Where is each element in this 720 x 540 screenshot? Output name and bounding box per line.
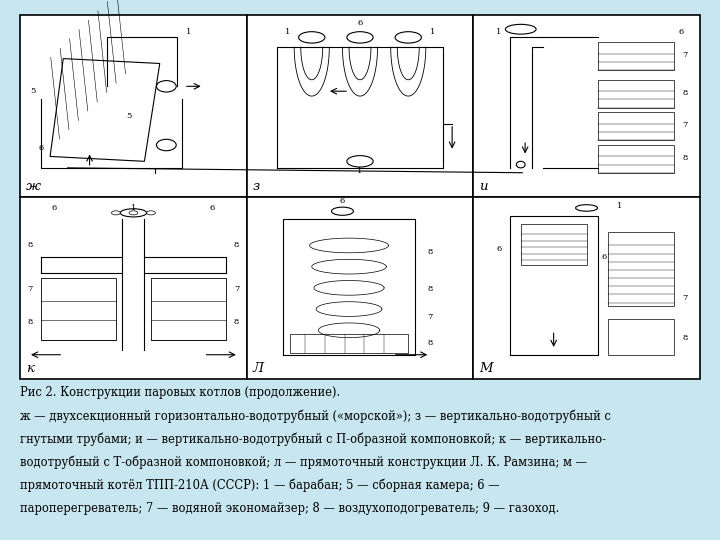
Text: з: з: [253, 180, 260, 193]
Text: 8: 8: [428, 248, 433, 256]
Ellipse shape: [395, 32, 421, 43]
Ellipse shape: [112, 211, 120, 215]
Bar: [521, 224, 587, 265]
Text: 5: 5: [30, 87, 35, 95]
Text: и: и: [479, 180, 487, 193]
Text: 6: 6: [39, 144, 44, 152]
Ellipse shape: [156, 139, 176, 151]
Bar: [608, 319, 675, 355]
Text: 6: 6: [340, 198, 345, 205]
Bar: [20, 197, 247, 379]
Text: 8: 8: [683, 334, 688, 342]
Ellipse shape: [147, 211, 156, 215]
Text: 5: 5: [127, 112, 132, 120]
Text: 8: 8: [428, 339, 433, 347]
Text: водотрубный с Т-образной компоновкой; л — прямоточный конструкции Л. К. Рамзина;: водотрубный с Т-образной компоновкой; л …: [20, 456, 588, 469]
Ellipse shape: [120, 209, 147, 217]
Bar: [598, 145, 675, 173]
Text: Л: Л: [253, 362, 264, 375]
Text: 6: 6: [678, 29, 683, 37]
Text: 8: 8: [683, 154, 688, 162]
Text: 7: 7: [683, 122, 688, 130]
Ellipse shape: [331, 207, 354, 215]
Bar: [473, 197, 700, 379]
Text: 7: 7: [683, 51, 688, 59]
Bar: [290, 334, 408, 353]
Ellipse shape: [299, 32, 325, 43]
Text: 8: 8: [428, 286, 433, 294]
Text: пароперегреватель; 7 — водяной экономайзер; 8 — воздухоподогреватель; 9 — газохо: пароперегреватель; 7 — водяной экономайз…: [20, 502, 559, 515]
Text: 7: 7: [683, 294, 688, 302]
Text: Рис 2. Конструкции паровых котлов (продолжение).: Рис 2. Конструкции паровых котлов (продо…: [20, 386, 341, 399]
Text: 6: 6: [496, 245, 501, 253]
Text: 8: 8: [234, 241, 239, 249]
Text: 8: 8: [27, 318, 33, 326]
Bar: [20, 15, 247, 197]
Text: 7: 7: [234, 286, 239, 294]
Text: 1: 1: [131, 204, 136, 212]
Bar: [473, 15, 700, 197]
Ellipse shape: [505, 24, 536, 34]
Text: 8: 8: [234, 318, 239, 326]
Bar: [598, 42, 675, 70]
Text: 6: 6: [357, 19, 363, 26]
Text: 8: 8: [27, 241, 33, 249]
Ellipse shape: [129, 211, 138, 215]
Ellipse shape: [156, 80, 176, 92]
Bar: [598, 80, 675, 107]
Text: 6: 6: [52, 204, 57, 212]
Text: гнутыми трубами; и — вертикально-водотрубный с П-образной компоновкой; к — верти: гнутыми трубами; и — вертикально-водотру…: [20, 433, 606, 446]
Text: к: к: [26, 362, 34, 375]
Bar: [247, 15, 473, 197]
Text: 1: 1: [496, 29, 502, 37]
Text: 1: 1: [357, 167, 363, 175]
Text: 6: 6: [210, 204, 215, 212]
Bar: [598, 112, 675, 140]
Text: ж: ж: [26, 180, 41, 193]
Text: прямоточный котёл ТПП-210А (СССР): 1 — барабан; 5 — сборная камера; 6 —: прямоточный котёл ТПП-210А (СССР): 1 — б…: [20, 479, 500, 492]
Bar: [608, 232, 675, 306]
Bar: [247, 197, 473, 379]
Text: М: М: [479, 362, 492, 375]
Text: 1: 1: [186, 29, 191, 37]
Ellipse shape: [347, 32, 373, 43]
Ellipse shape: [347, 156, 373, 167]
Text: ж — двухсекционный горизонтально-водотрубный («морской»); з — вертикально-водотр: ж — двухсекционный горизонтально-водотру…: [20, 409, 611, 423]
Ellipse shape: [575, 205, 598, 211]
Text: 1: 1: [617, 202, 622, 210]
Text: 8: 8: [683, 89, 688, 97]
Text: 7: 7: [428, 313, 433, 321]
Circle shape: [516, 161, 525, 168]
Bar: [151, 278, 225, 340]
Bar: [41, 278, 116, 340]
Text: 1: 1: [430, 29, 435, 37]
Text: 1: 1: [285, 29, 290, 37]
Text: 6: 6: [601, 253, 607, 261]
Text: 7: 7: [27, 286, 33, 294]
